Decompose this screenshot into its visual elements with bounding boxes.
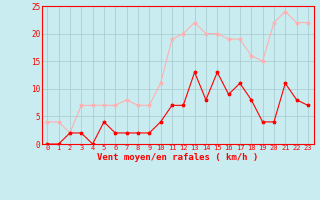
X-axis label: Vent moyen/en rafales ( km/h ): Vent moyen/en rafales ( km/h ): [97, 153, 258, 162]
